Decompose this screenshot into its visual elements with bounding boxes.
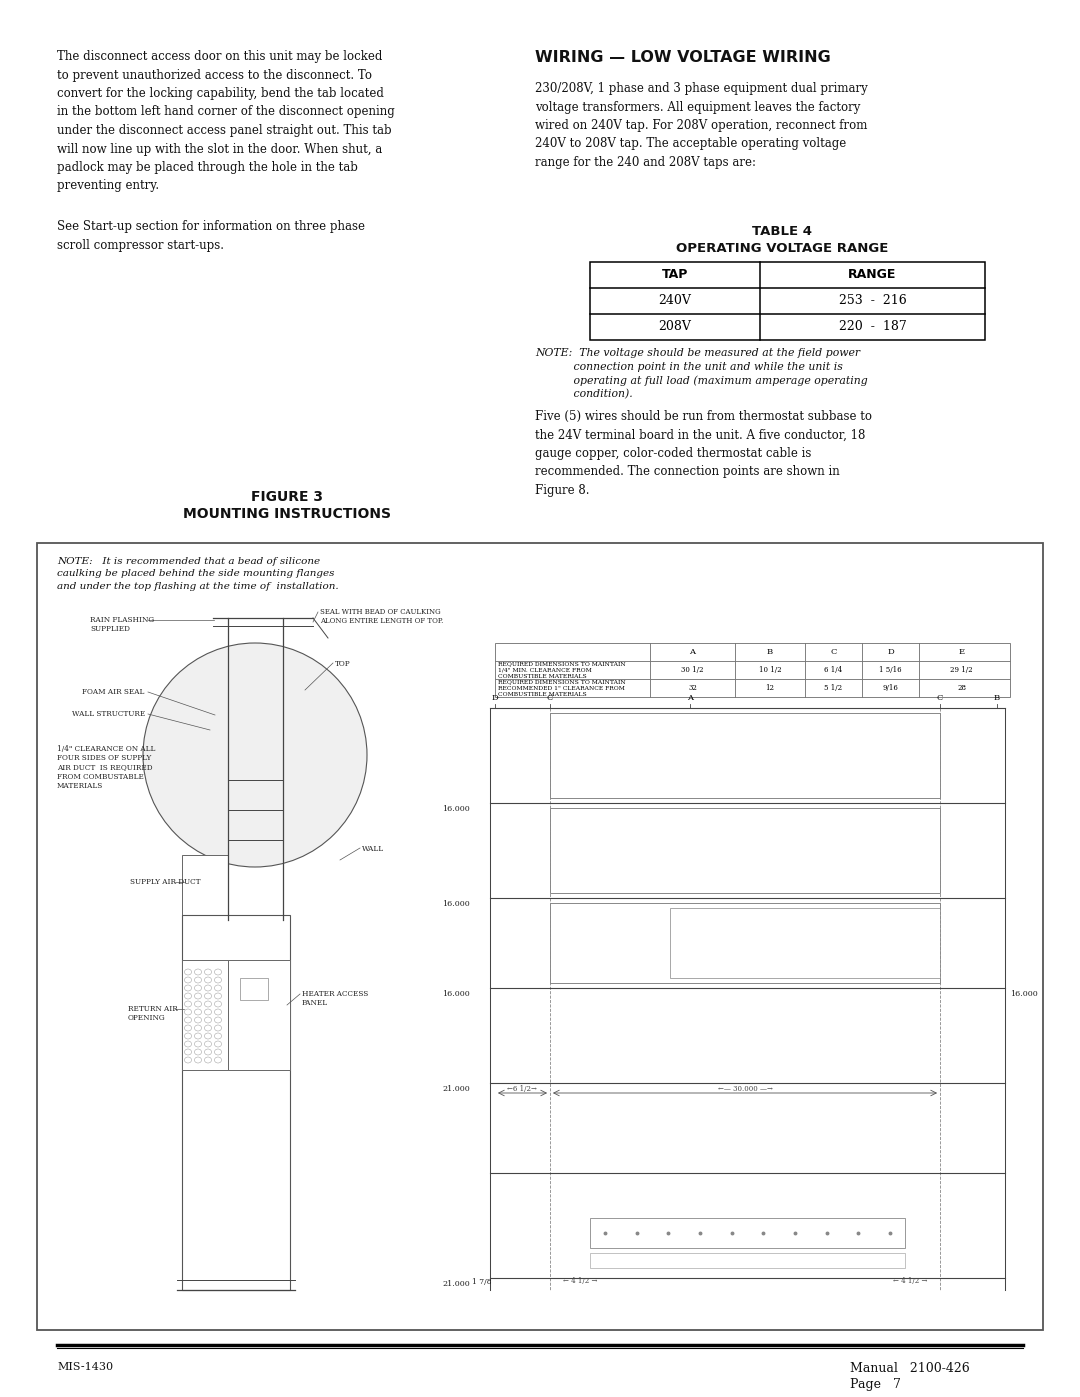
Text: 30 1/2: 30 1/2 [681, 666, 704, 673]
Text: 16.000: 16.000 [442, 805, 470, 813]
Text: 32: 32 [688, 685, 697, 692]
Text: NOTE:   It is recommended that a bead of silicone
caulking be placed behind the : NOTE: It is recommended that a bead of s… [57, 557, 339, 591]
Text: D: D [887, 648, 894, 657]
Circle shape [143, 643, 367, 868]
Text: See Start-up section for information on three phase
scroll compressor start-ups.: See Start-up section for information on … [57, 219, 365, 251]
Text: 9/16: 9/16 [882, 685, 899, 692]
Bar [550, 712, 940, 798]
Text: ← 4 1/2 →: ← 4 1/2 → [893, 1277, 928, 1285]
Text: TOP: TOP [335, 659, 351, 668]
Text: RANGE: RANGE [848, 268, 896, 282]
Text: 29 1/2: 29 1/2 [950, 666, 973, 673]
Bar [590, 1253, 905, 1268]
Text: ←6 1/2→: ←6 1/2→ [508, 1085, 537, 1092]
Text: E: E [958, 648, 964, 657]
Bar [228, 960, 291, 1070]
Text: SEAL WITH BEAD OF CAULKING
ALONG ENTIRE LENGTH OF TOP.: SEAL WITH BEAD OF CAULKING ALONG ENTIRE … [320, 608, 444, 626]
Text: FIGURE 3: FIGURE 3 [251, 490, 323, 504]
Text: operating at full load (maximum amperage operating: operating at full load (maximum amperage… [535, 374, 867, 386]
Text: C: C [831, 648, 837, 657]
Text: WALL STRUCTURE: WALL STRUCTURE [72, 710, 145, 718]
Bar [183, 915, 291, 1289]
Bar [183, 855, 228, 915]
Text: 1 5/16: 1 5/16 [879, 666, 902, 673]
Text: 208V: 208V [659, 320, 691, 334]
Text: 21.000: 21.000 [442, 1280, 470, 1288]
Bar [550, 902, 940, 983]
Bar [183, 960, 228, 1070]
Text: Manual   2100-426: Manual 2100-426 [850, 1362, 970, 1375]
Text: A: A [689, 648, 696, 657]
Text: A: A [687, 694, 693, 703]
Text: FOAM AIR SEAL: FOAM AIR SEAL [82, 687, 145, 696]
Text: 5 1/2: 5 1/2 [824, 685, 842, 692]
Text: 220  -  187: 220 - 187 [838, 320, 906, 334]
Text: MOUNTING INSTRUCTIONS: MOUNTING INSTRUCTIONS [183, 507, 391, 521]
Text: OPERATING VOLTAGE RANGE: OPERATING VOLTAGE RANGE [676, 242, 889, 256]
Bar [495, 643, 1010, 697]
Text: condition).: condition). [535, 388, 633, 398]
Text: B: B [767, 648, 773, 657]
Text: MIS-1430: MIS-1430 [57, 1362, 113, 1372]
Text: REQUIRED DIMENSIONS TO MAINTAIN
1/4" MIN. CLEARANCE FROM
COMBUSTIBLE MATERIALS: REQUIRED DIMENSIONS TO MAINTAIN 1/4" MIN… [498, 661, 625, 679]
Text: 230/208V, 1 phase and 3 phase equipment dual primary
voltage transformers. All e: 230/208V, 1 phase and 3 phase equipment … [535, 82, 867, 169]
Text: 1/4" CLEARANCE ON ALL
FOUR SIDES OF SUPPLY
AIR DUCT  IS REQUIRED
FROM COMBUSTABL: 1/4" CLEARANCE ON ALL FOUR SIDES OF SUPP… [57, 745, 156, 789]
Text: SUPPLY AIR DUCT: SUPPLY AIR DUCT [130, 877, 201, 886]
Text: REQUIRED DIMENSIONS TO MAINTAIN
RECOMMENDED 1" CLEARANCE FROM
COMBUSTIBLE MATERI: REQUIRED DIMENSIONS TO MAINTAIN RECOMMEN… [498, 679, 625, 697]
Text: RETURN AIR
OPENING: RETURN AIR OPENING [129, 1004, 178, 1023]
Text: 16.000: 16.000 [442, 900, 470, 908]
Bar [590, 1218, 905, 1248]
Text: RAIN FLASHING
SUPPLIED: RAIN FLASHING SUPPLIED [90, 616, 154, 633]
Text: 253  -  216: 253 - 216 [838, 295, 906, 307]
Text: 240V: 240V [659, 295, 691, 307]
Text: 28: 28 [957, 685, 966, 692]
Text: TAP: TAP [662, 268, 688, 282]
Text: 21.000: 21.000 [442, 1085, 470, 1092]
Text: 12: 12 [766, 685, 774, 692]
Text: connection point in the unit and while the unit is: connection point in the unit and while t… [535, 362, 842, 372]
Text: 16.000: 16.000 [442, 990, 470, 997]
Text: HEATER ACCESS
PANEL: HEATER ACCESS PANEL [302, 990, 368, 1007]
Text: Page   7: Page 7 [850, 1377, 901, 1391]
Bar [550, 807, 940, 893]
Text: NOTE:  The voltage should be measured at the field power: NOTE: The voltage should be measured at … [535, 348, 860, 358]
Text: B: B [994, 694, 1000, 703]
Text: ←— 30.000 —→: ←— 30.000 —→ [717, 1085, 772, 1092]
Text: 6 1/4: 6 1/4 [824, 666, 842, 673]
Bar [37, 543, 1043, 1330]
Text: WIRING — LOW VOLTAGE WIRING: WIRING — LOW VOLTAGE WIRING [535, 50, 831, 66]
Text: Five (5) wires should be run from thermostat subbase to
the 24V terminal board i: Five (5) wires should be run from thermo… [535, 409, 872, 497]
Text: C: C [546, 694, 553, 703]
Text: 10 1/2: 10 1/2 [758, 666, 781, 673]
Text: The disconnect access door on this unit may be locked
to prevent unauthorized ac: The disconnect access door on this unit … [57, 50, 395, 193]
Text: TABLE 4: TABLE 4 [753, 225, 812, 237]
Text: 16.000: 16.000 [1010, 990, 1038, 997]
Text: C: C [936, 694, 943, 703]
Bar [240, 978, 268, 1000]
Bar [590, 263, 985, 339]
Text: ← 4 1/2 →: ← 4 1/2 → [563, 1277, 597, 1285]
Text: WALL: WALL [362, 845, 384, 854]
Text: 1 7/8: 1 7/8 [472, 1278, 491, 1287]
Bar [670, 908, 940, 978]
Text: D: D [491, 694, 498, 703]
